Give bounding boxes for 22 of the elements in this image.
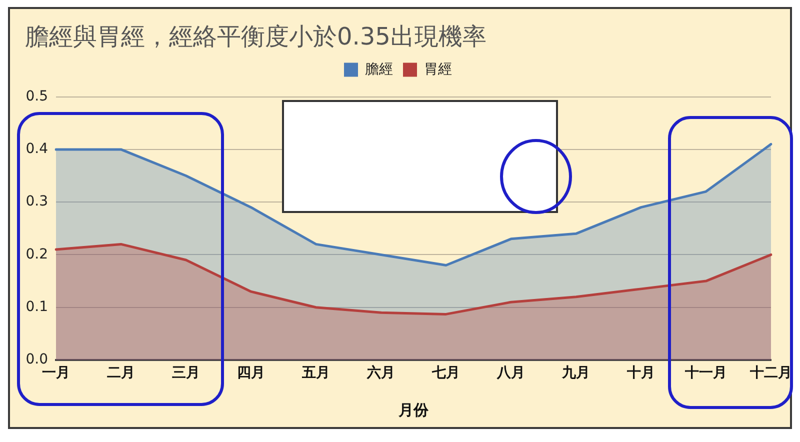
y-tick-label: 0.0	[26, 352, 48, 368]
y-tick-label: 0.2	[26, 246, 48, 262]
x-tick-label: 一月	[42, 365, 70, 382]
legend-label: 膽經	[365, 61, 393, 78]
x-tick-label: 五月	[301, 365, 330, 382]
x-tick-label: 十二月	[749, 365, 792, 382]
y-tick-label: 0.3	[26, 194, 48, 210]
x-tick-label: 四月	[237, 365, 265, 382]
x-axis-title: 月份	[398, 400, 430, 419]
y-tick-label: 0.1	[26, 299, 48, 315]
y-tick-label: 0.5	[26, 88, 48, 104]
x-tick-label: 七月	[431, 365, 460, 382]
x-tick-label: 六月	[366, 364, 395, 382]
chart-title: 膽經與胃經，經絡平衡度小於0.35出現機率	[25, 22, 486, 51]
legend-label: 胃經	[424, 61, 452, 78]
x-tick-label: 三月	[172, 365, 200, 382]
x-tick-label: 十一月	[684, 365, 727, 382]
x-tick-label: 二月	[107, 365, 135, 382]
x-tick-label: 八月	[496, 365, 525, 382]
y-tick-label: 0.4	[26, 141, 48, 158]
x-tick-label: 十月	[626, 365, 655, 382]
x-tick-label: 九月	[561, 365, 590, 382]
